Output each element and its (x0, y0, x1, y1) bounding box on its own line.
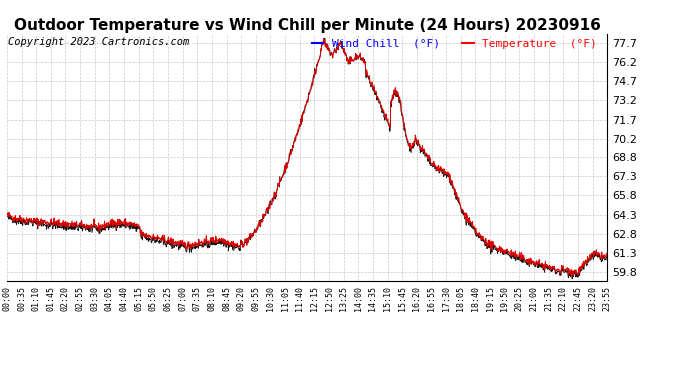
Title: Outdoor Temperature vs Wind Chill per Minute (24 Hours) 20230916: Outdoor Temperature vs Wind Chill per Mi… (14, 18, 600, 33)
Text: Copyright 2023 Cartronics.com: Copyright 2023 Cartronics.com (8, 38, 189, 48)
Legend: Wind Chill  (°F), Temperature  (°F): Wind Chill (°F), Temperature (°F) (308, 34, 602, 53)
